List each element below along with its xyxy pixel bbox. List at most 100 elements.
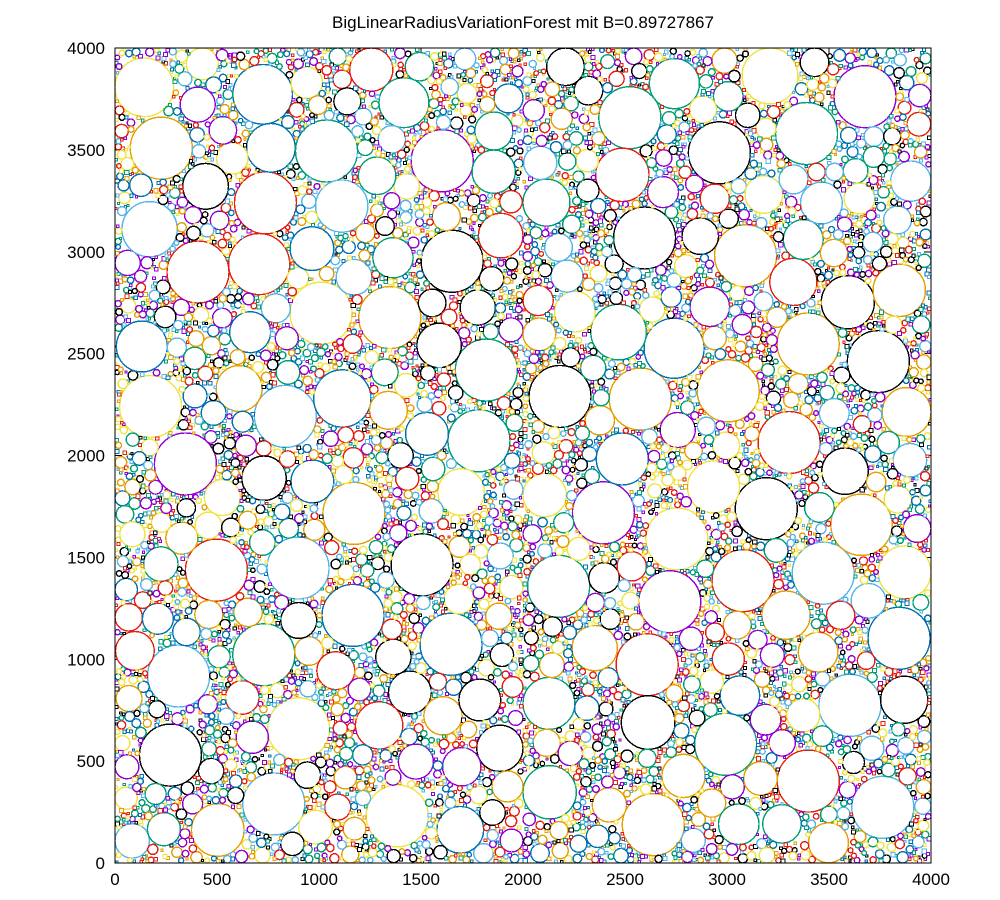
- packed-square: [516, 285, 520, 289]
- packed-circle: [573, 695, 600, 722]
- packed-square: [372, 344, 377, 349]
- packed-circle: [677, 183, 685, 191]
- packed-circle: [863, 227, 870, 235]
- packed-square: [291, 177, 296, 182]
- packed-square: [501, 409, 506, 414]
- packed-square: [370, 252, 374, 256]
- packed-square: [181, 120, 185, 124]
- packed-square: [165, 351, 170, 356]
- packed-circle: [333, 765, 358, 790]
- packed-square: [420, 363, 425, 368]
- packed-circle: [918, 339, 932, 353]
- packed-square: [188, 494, 194, 500]
- packed-circle: [613, 630, 624, 641]
- packed-square: [116, 224, 120, 229]
- packed-circle: [445, 458, 457, 470]
- packed-circle: [395, 69, 405, 79]
- packed-square: [595, 714, 601, 720]
- packed-square: [547, 135, 553, 141]
- packed-circle: [369, 428, 378, 437]
- packed-circle: [743, 425, 760, 442]
- packed-circle: [172, 298, 191, 317]
- packed-square: [334, 444, 339, 450]
- packed-circle: [849, 626, 857, 634]
- packed-circle: [868, 574, 877, 582]
- packed-circle: [588, 561, 621, 594]
- packed-circle: [512, 386, 524, 399]
- packed-square: [791, 214, 796, 219]
- packed-circle: [376, 471, 384, 479]
- packed-circle: [555, 327, 562, 334]
- packed-circle: [726, 511, 737, 523]
- packed-square: [876, 559, 880, 563]
- packed-circle: [600, 54, 616, 70]
- packed-circle: [678, 153, 686, 161]
- packed-square: [562, 837, 568, 843]
- packed-square: [227, 664, 233, 671]
- packed-square: [620, 300, 626, 306]
- packed-circle: [694, 281, 702, 288]
- packed-square: [618, 626, 622, 630]
- packed-circle: [860, 389, 872, 401]
- packed-circle: [403, 592, 416, 606]
- packed-circle: [840, 799, 848, 808]
- packed-square: [751, 313, 756, 319]
- packed-circle: [464, 573, 471, 581]
- packed-square: [923, 239, 927, 243]
- packed-square: [341, 542, 346, 547]
- packed-square: [598, 612, 602, 617]
- packed-circle: [206, 795, 213, 802]
- packed-circle: [227, 188, 236, 197]
- packed-square: [903, 832, 907, 836]
- packed-square: [666, 699, 672, 706]
- packed-circle: [385, 513, 392, 520]
- packed-square: [526, 447, 530, 451]
- packed-square: [652, 146, 658, 152]
- packed-circle: [816, 259, 825, 268]
- packed-square: [418, 194, 425, 200]
- packed-circle: [218, 796, 227, 804]
- packed-square: [444, 450, 449, 455]
- packed-circle: [436, 372, 452, 388]
- packed-circle: [352, 430, 365, 443]
- packed-circle: [310, 511, 319, 520]
- packed-circle: [153, 305, 177, 329]
- packed-square: [278, 835, 283, 840]
- packed-square: [748, 353, 754, 358]
- packed-square: [927, 700, 932, 705]
- packed-square: [136, 115, 141, 120]
- packed-circle: [403, 849, 412, 857]
- packed-square: [432, 205, 437, 209]
- packed-square: [366, 430, 370, 434]
- packed-circle: [865, 471, 887, 493]
- packed-square: [526, 146, 531, 152]
- packed-square: [146, 548, 150, 552]
- packed-circle: [294, 678, 303, 687]
- packed-square: [781, 681, 787, 687]
- packed-square: [605, 200, 610, 204]
- packed-square: [737, 299, 743, 306]
- packed-square: [665, 379, 670, 384]
- packed-square: [717, 788, 721, 792]
- packed-circle: [134, 750, 141, 757]
- packed-square: [320, 587, 324, 591]
- packed-circle: [893, 66, 905, 79]
- packed-circle: [689, 569, 697, 576]
- packed-circle: [841, 155, 849, 164]
- packed-square: [779, 853, 784, 858]
- packed-circle: [862, 231, 884, 253]
- packed-circle: [650, 138, 657, 145]
- packed-circle: [462, 528, 472, 539]
- packed-square: [355, 362, 360, 367]
- packed-circle: [371, 125, 382, 136]
- packed-circle: [307, 95, 328, 116]
- packed-square: [349, 237, 354, 242]
- packed-square: [896, 201, 903, 207]
- packed-circle: [153, 432, 218, 496]
- packed-square: [914, 261, 918, 265]
- packed-square: [789, 556, 795, 562]
- packed-square: [270, 328, 274, 332]
- packed-circle: [910, 340, 917, 347]
- packed-square: [601, 153, 605, 157]
- packed-circle: [609, 844, 616, 851]
